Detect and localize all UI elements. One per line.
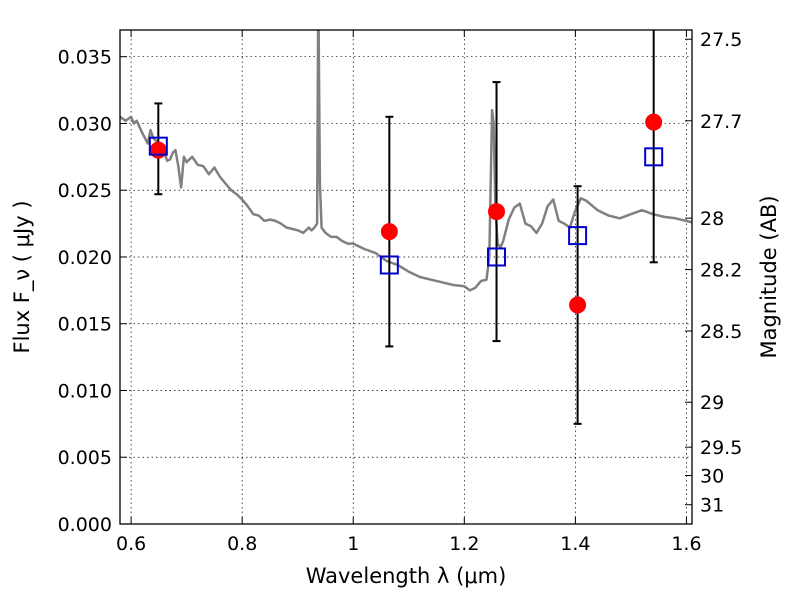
y2-axis-title: Magnitude (AB): [757, 195, 781, 358]
y2-tick-label: 27.5: [700, 29, 742, 51]
y-tick-label: 0.020: [58, 247, 112, 269]
x-tick-label: 0.8: [227, 533, 257, 555]
y2-tick-label: 28.5: [700, 321, 742, 343]
grid: [120, 30, 692, 525]
axes: 0.6 0.8 1 1.2 1.4 1.6 0.000 0.005 0.010 0.015 0.02…: [58, 29, 743, 555]
y2-tick-label: 29.5: [700, 437, 742, 459]
y-tick-label: 0.030: [58, 113, 112, 135]
observed-flux-point: [149, 141, 167, 159]
model-flux-square: [379, 255, 399, 275]
model-flux-square: [644, 147, 664, 167]
y2-tick-label: 31: [700, 495, 724, 517]
y-tick-label: 0.015: [58, 314, 112, 336]
x-tick-label: 1.6: [671, 533, 701, 555]
observed-flux-point: [645, 113, 663, 131]
observed-flux-point: [380, 223, 398, 241]
y-tick-label: 0.035: [58, 47, 112, 69]
plot-frame: [119, 29, 693, 525]
x-tick-label: 1: [347, 533, 359, 555]
y-tick-label: 0.005: [58, 447, 112, 469]
y-tick-label: 0.025: [58, 180, 112, 202]
y-tick-label: 0.010: [58, 380, 112, 402]
y-axis-title: Flux F_ν ( μJy ): [10, 200, 35, 353]
x-tick-label: 0.6: [116, 533, 146, 555]
x-axis-title: Wavelength λ (μm): [306, 564, 507, 588]
y2-tick-label: 27.7: [700, 111, 742, 133]
observed-flux-point: [488, 203, 506, 221]
model-flux-square: [568, 226, 588, 246]
plot-area: [120, 30, 692, 425]
x-tick-label: 1.4: [560, 533, 590, 555]
y2-tick-label: 29: [700, 392, 724, 414]
model-flux-square: [148, 136, 168, 156]
y-tick-label: 0.000: [58, 514, 112, 536]
observed-flux-point: [569, 296, 587, 314]
x-tick-label: 1.2: [449, 533, 479, 555]
y2-tick-label: 30: [700, 466, 724, 488]
model-flux-square: [487, 247, 507, 267]
y2-tick-label: 28.2: [700, 260, 742, 282]
y2-tick-label: 28: [700, 208, 724, 230]
model-spectrum-line: [120, 30, 692, 292]
